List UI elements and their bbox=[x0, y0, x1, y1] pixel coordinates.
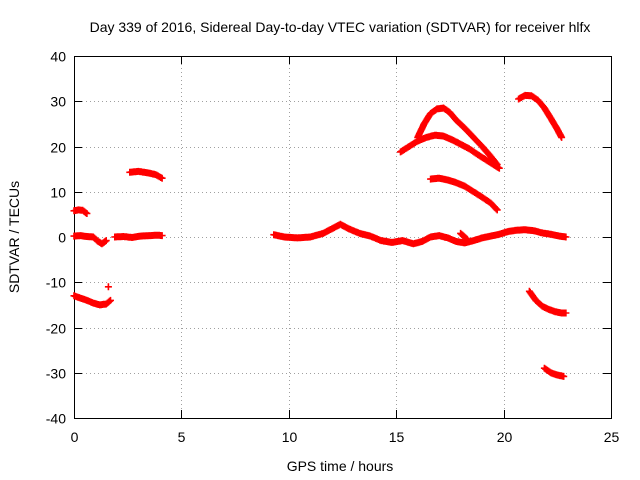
y-tick-label: 0 bbox=[58, 230, 66, 246]
y-tick-label: -20 bbox=[46, 321, 66, 337]
data-point-markers bbox=[457, 229, 471, 243]
data-point-markers bbox=[70, 206, 91, 217]
x-tick-label: 0 bbox=[71, 429, 79, 445]
data-point-markers bbox=[540, 364, 568, 380]
data-point-markers bbox=[270, 220, 570, 248]
data-point-markers bbox=[111, 231, 166, 241]
x-tick-label: 15 bbox=[389, 429, 405, 445]
series-arc-12 bbox=[515, 91, 566, 141]
x-tick-label: 20 bbox=[497, 429, 513, 445]
y-tick-label: 40 bbox=[50, 49, 66, 65]
series-arc-14 bbox=[540, 364, 568, 380]
axis-ticks: 0 5 10 15 20 25 -40 -30 -20 -10 0 10 20 30 40 bbox=[46, 49, 620, 446]
data-point-markers bbox=[525, 287, 570, 317]
series-arc-11 bbox=[457, 229, 471, 243]
series-arc-5 bbox=[111, 231, 166, 241]
data-points bbox=[70, 91, 570, 380]
series-arc-3 bbox=[70, 292, 114, 309]
y-tick-label: 10 bbox=[50, 185, 66, 201]
y-tick-label: -30 bbox=[46, 366, 66, 382]
data-point-markers bbox=[515, 91, 566, 141]
series-arc-10 bbox=[427, 174, 501, 214]
data-point-markers bbox=[427, 174, 501, 214]
series-arc-7 bbox=[270, 220, 570, 248]
series-arc-6 bbox=[126, 167, 166, 182]
series-arc-1 bbox=[70, 206, 91, 217]
x-tick-label: 5 bbox=[178, 429, 186, 445]
data-point-markers bbox=[104, 283, 112, 291]
x-tick-label: 10 bbox=[282, 429, 298, 445]
chart-title: Day 339 of 2016, Sidereal Day-to-day VTE… bbox=[90, 19, 591, 35]
series-arc-2 bbox=[70, 232, 110, 248]
data-point-markers bbox=[70, 232, 110, 248]
y-axis-label: SDTVAR / TECUs bbox=[6, 181, 22, 293]
x-tick-label: 25 bbox=[604, 429, 620, 445]
y-tick-label: -40 bbox=[46, 411, 66, 427]
data-point-markers bbox=[70, 292, 114, 309]
y-tick-label: -10 bbox=[46, 275, 66, 291]
data-point-markers bbox=[414, 104, 501, 169]
data-point-markers bbox=[126, 167, 166, 182]
series-arc-8 bbox=[397, 131, 503, 172]
y-tick-label: 20 bbox=[50, 140, 66, 156]
y-tick-label: 30 bbox=[50, 94, 66, 110]
x-axis-label: GPS time / hours bbox=[287, 458, 394, 474]
series-arc-13 bbox=[525, 287, 570, 317]
series-arc-4 bbox=[104, 283, 112, 291]
series-arc-9 bbox=[414, 104, 501, 169]
data-point-markers bbox=[397, 131, 503, 172]
